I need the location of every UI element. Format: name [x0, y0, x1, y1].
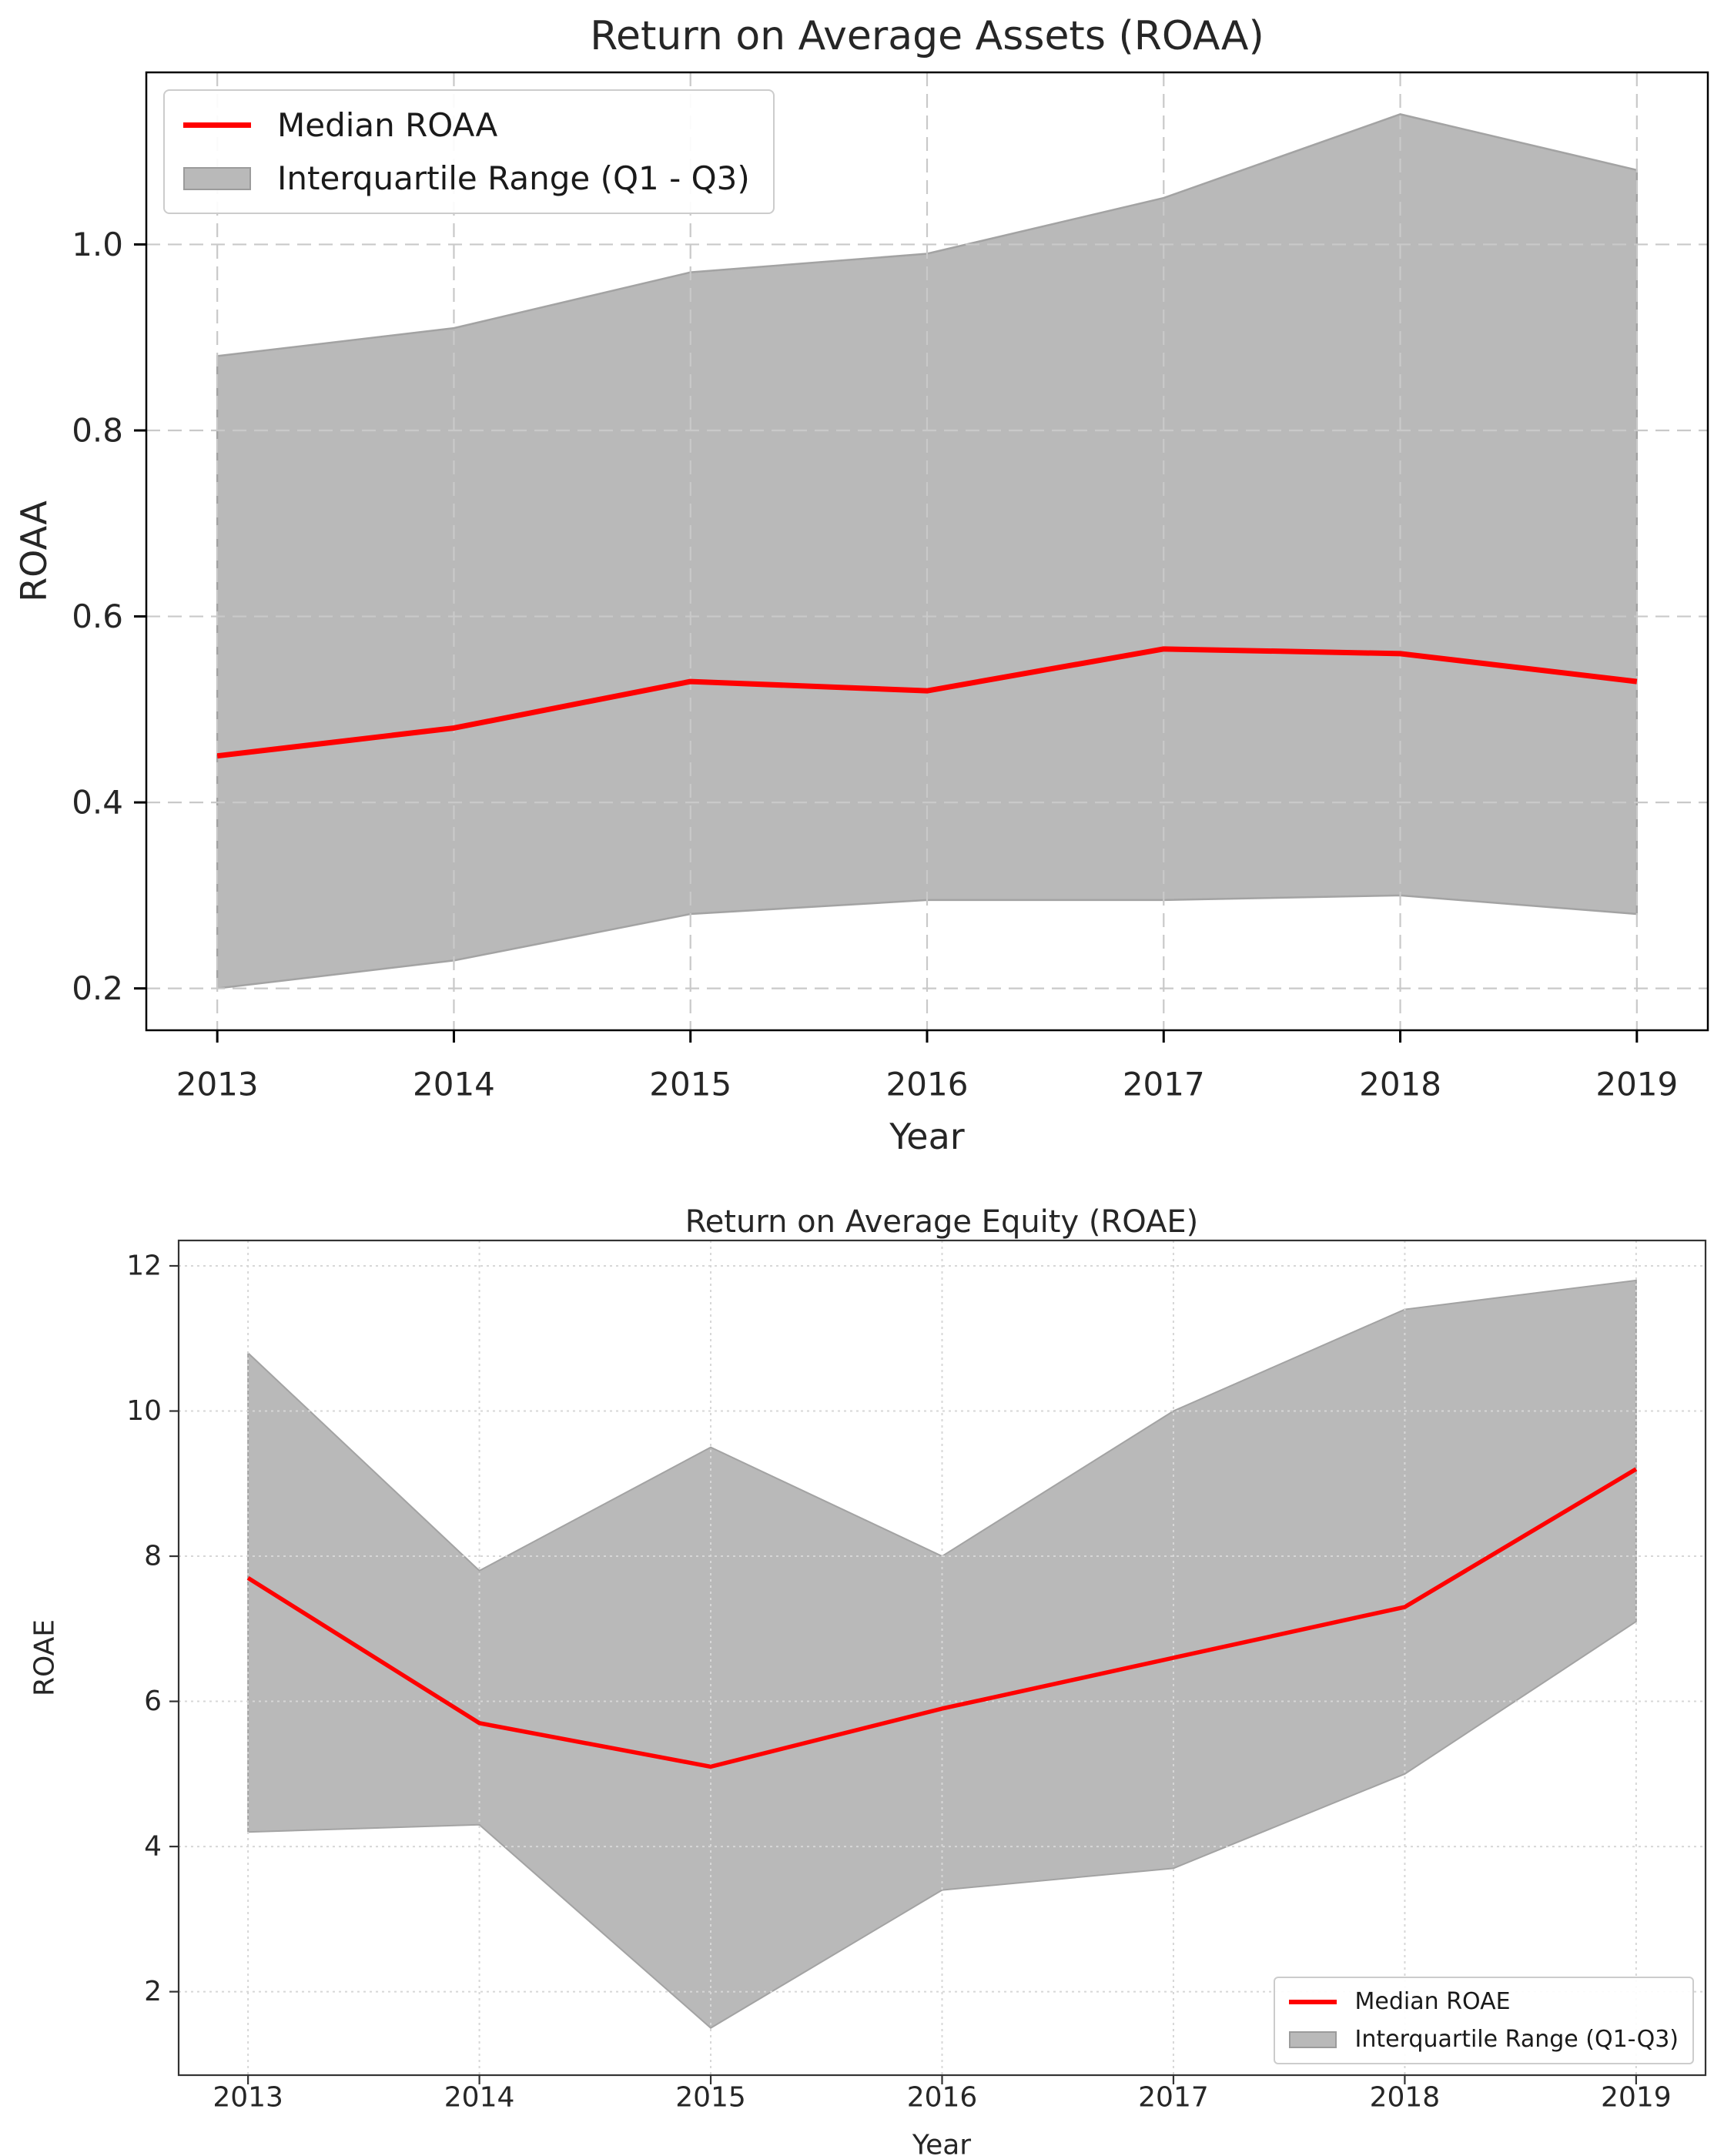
y-tick-label: 6: [144, 1686, 162, 1717]
grid: [179, 1240, 1706, 2075]
legend-row-median: Median ROAE: [1288, 1988, 1679, 2015]
x-tick-label: 2018: [1359, 1066, 1441, 1103]
x-tick-label: 2016: [907, 2082, 978, 2114]
x-tick-label: 2013: [176, 1066, 259, 1103]
y-tick-label: 1.0: [72, 226, 123, 263]
legend-row-median: Median ROAA: [183, 106, 750, 144]
roaa-legend: Median ROAA Interquartile Range (Q1 - Q3…: [163, 89, 775, 214]
iqr-band-swatch: [1288, 2030, 1337, 2048]
grid: [146, 72, 1708, 1030]
x-tick-label: 2016: [886, 1066, 969, 1103]
x-tick-label: 2019: [1595, 1066, 1678, 1103]
x-tick-label: 2014: [413, 1066, 495, 1103]
x-axis-label: Year: [889, 1116, 964, 1155]
y-tick-label: 4: [144, 1831, 162, 1863]
median-line-swatch: [183, 122, 251, 128]
roae-legend: Median ROAE Interquartile Range (Q1-Q3): [1273, 1977, 1694, 2064]
y-tick-label: 8: [144, 1541, 162, 1572]
x-tick-label: 2018: [1370, 2082, 1441, 2114]
median-line: [216, 646, 1638, 759]
y-tick-label: 0.8: [72, 411, 123, 449]
legend-label-median: Median ROAE: [1354, 1988, 1511, 2015]
tick-marks: [134, 243, 1639, 1043]
iqr-band-swatch: [183, 166, 251, 190]
legend-label-iqr: Interquartile Range (Q1 - Q3): [277, 159, 750, 197]
chart-title: Return on Average Equity (ROAE): [685, 1204, 1199, 1240]
legend-label-median: Median ROAA: [277, 106, 498, 144]
x-tick-label: 2017: [1123, 1066, 1205, 1103]
y-tick-label: 10: [126, 1395, 162, 1427]
median-line: [246, 1467, 1638, 1769]
y-axis-label: ROAA: [13, 500, 55, 602]
y-axis-label: ROAE: [29, 1619, 61, 1696]
legend-label-iqr: Interquartile Range (Q1-Q3): [1354, 2026, 1679, 2053]
roae-chart: 2013 2014 2015 2016 2017 2018 2019 2 4 6 8 10 12 Retu…: [29, 1204, 1707, 2156]
x-tick-label: 2015: [675, 2082, 746, 2114]
legend-row-iqr: Interquartile Range (Q1 - Q3): [183, 159, 750, 197]
x-axis-label: Year: [912, 2130, 971, 2156]
legend-row-iqr: Interquartile Range (Q1-Q3): [1288, 2026, 1679, 2053]
y-tick-label: 2: [144, 1976, 162, 2007]
x-tick-label: 2014: [444, 2082, 515, 2114]
y-tick-label: 0.4: [72, 784, 123, 822]
x-tick-label: 2015: [649, 1066, 731, 1103]
y-tick-label: 0.6: [72, 598, 123, 635]
chart-title: Return on Average Assets (ROAA): [590, 13, 1264, 59]
x-tick-label: 2017: [1138, 2082, 1209, 2114]
y-tick-label: 12: [126, 1250, 162, 1281]
tick-marks: [169, 1264, 1637, 2084]
x-tick-label: 2013: [213, 2082, 283, 2114]
y-tick-label: 0.2: [72, 969, 123, 1007]
x-tick-label: 2019: [1601, 2082, 1672, 2114]
roaa-chart: 2013 2014 2015 2016 2017 2018 2019 0.2 0.4 0.6 0.8…: [13, 13, 1709, 1155]
median-line-swatch: [1288, 1999, 1337, 2004]
